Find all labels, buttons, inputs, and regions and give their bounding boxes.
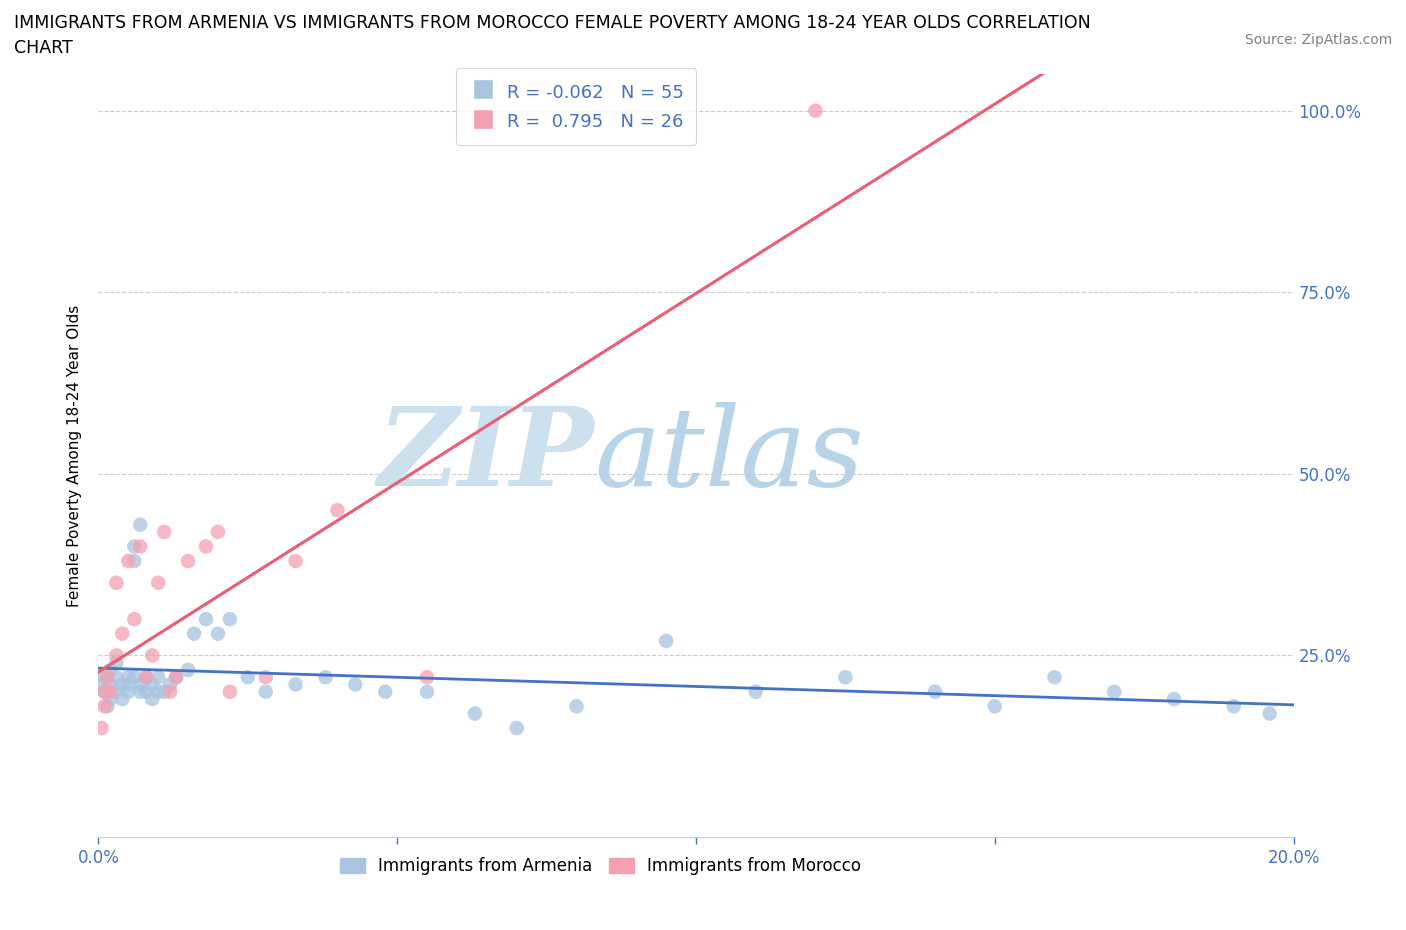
Point <box>315 670 337 684</box>
Point <box>117 670 139 684</box>
Point <box>924 684 946 699</box>
Point <box>105 656 128 671</box>
Point <box>219 684 242 699</box>
Point <box>105 576 128 591</box>
Point <box>195 612 218 627</box>
Point <box>129 517 152 532</box>
Point <box>464 706 486 721</box>
Point <box>416 670 439 684</box>
Point <box>207 626 229 641</box>
Point <box>90 677 112 692</box>
Point <box>207 525 229 539</box>
Point <box>745 684 768 699</box>
Point <box>153 684 176 699</box>
Point <box>219 612 242 627</box>
Point <box>506 721 529 736</box>
Point <box>177 553 200 568</box>
Point <box>135 670 157 684</box>
Point <box>326 503 349 518</box>
Text: CHART: CHART <box>14 39 73 57</box>
Point <box>1104 684 1126 699</box>
Point <box>565 698 588 713</box>
Point <box>804 103 827 118</box>
Point <box>344 677 367 692</box>
Point <box>1223 698 1246 713</box>
Point <box>165 670 187 684</box>
Point <box>195 539 218 554</box>
Point <box>117 553 139 568</box>
Legend: Immigrants from Armenia, Immigrants from Morocco: Immigrants from Armenia, Immigrants from… <box>333 851 868 882</box>
Point <box>165 670 187 684</box>
Point <box>148 576 170 591</box>
Point <box>135 670 157 684</box>
Point <box>96 698 118 713</box>
Text: IMMIGRANTS FROM ARMENIA VS IMMIGRANTS FROM MOROCCO FEMALE POVERTY AMONG 18-24 YE: IMMIGRANTS FROM ARMENIA VS IMMIGRANTS FR… <box>14 14 1091 32</box>
Point <box>284 677 307 692</box>
Point <box>284 553 307 568</box>
Point <box>1163 692 1185 707</box>
Point <box>124 553 146 568</box>
Text: atlas: atlas <box>595 402 865 510</box>
Point <box>124 539 146 554</box>
Point <box>177 662 200 677</box>
Point <box>111 626 134 641</box>
Point <box>93 670 115 684</box>
Point <box>129 677 152 692</box>
Point <box>135 684 157 699</box>
Point <box>984 698 1007 713</box>
Y-axis label: Female Poverty Among 18-24 Year Olds: Female Poverty Among 18-24 Year Olds <box>67 305 83 607</box>
Point <box>141 692 163 707</box>
Point <box>159 684 181 699</box>
Point <box>98 677 122 692</box>
Point <box>153 525 176 539</box>
Point <box>124 670 146 684</box>
Point <box>98 692 122 707</box>
Point <box>374 684 396 699</box>
Point <box>98 684 122 699</box>
Point <box>129 539 152 554</box>
Point <box>124 612 146 627</box>
Point <box>1258 706 1281 721</box>
Point <box>416 684 439 699</box>
Point <box>148 670 170 684</box>
Text: ZIP: ZIP <box>378 402 595 510</box>
Point <box>105 670 128 684</box>
Point <box>96 670 118 684</box>
Point <box>105 684 128 699</box>
Point <box>117 677 139 692</box>
Point <box>834 670 856 684</box>
Text: Source: ZipAtlas.com: Source: ZipAtlas.com <box>1244 33 1392 46</box>
Point <box>655 633 678 648</box>
Point <box>141 677 163 692</box>
Point <box>93 698 115 713</box>
Point <box>129 684 152 699</box>
Point <box>159 677 181 692</box>
Point <box>141 648 163 663</box>
Point <box>93 684 115 699</box>
Point <box>254 670 277 684</box>
Point <box>93 684 115 699</box>
Point <box>90 721 112 736</box>
Point <box>117 684 139 699</box>
Point <box>111 677 134 692</box>
Point <box>254 684 277 699</box>
Point <box>1043 670 1066 684</box>
Point <box>111 692 134 707</box>
Point <box>183 626 205 641</box>
Point <box>105 648 128 663</box>
Point <box>148 684 170 699</box>
Point <box>236 670 259 684</box>
Point <box>98 662 122 677</box>
